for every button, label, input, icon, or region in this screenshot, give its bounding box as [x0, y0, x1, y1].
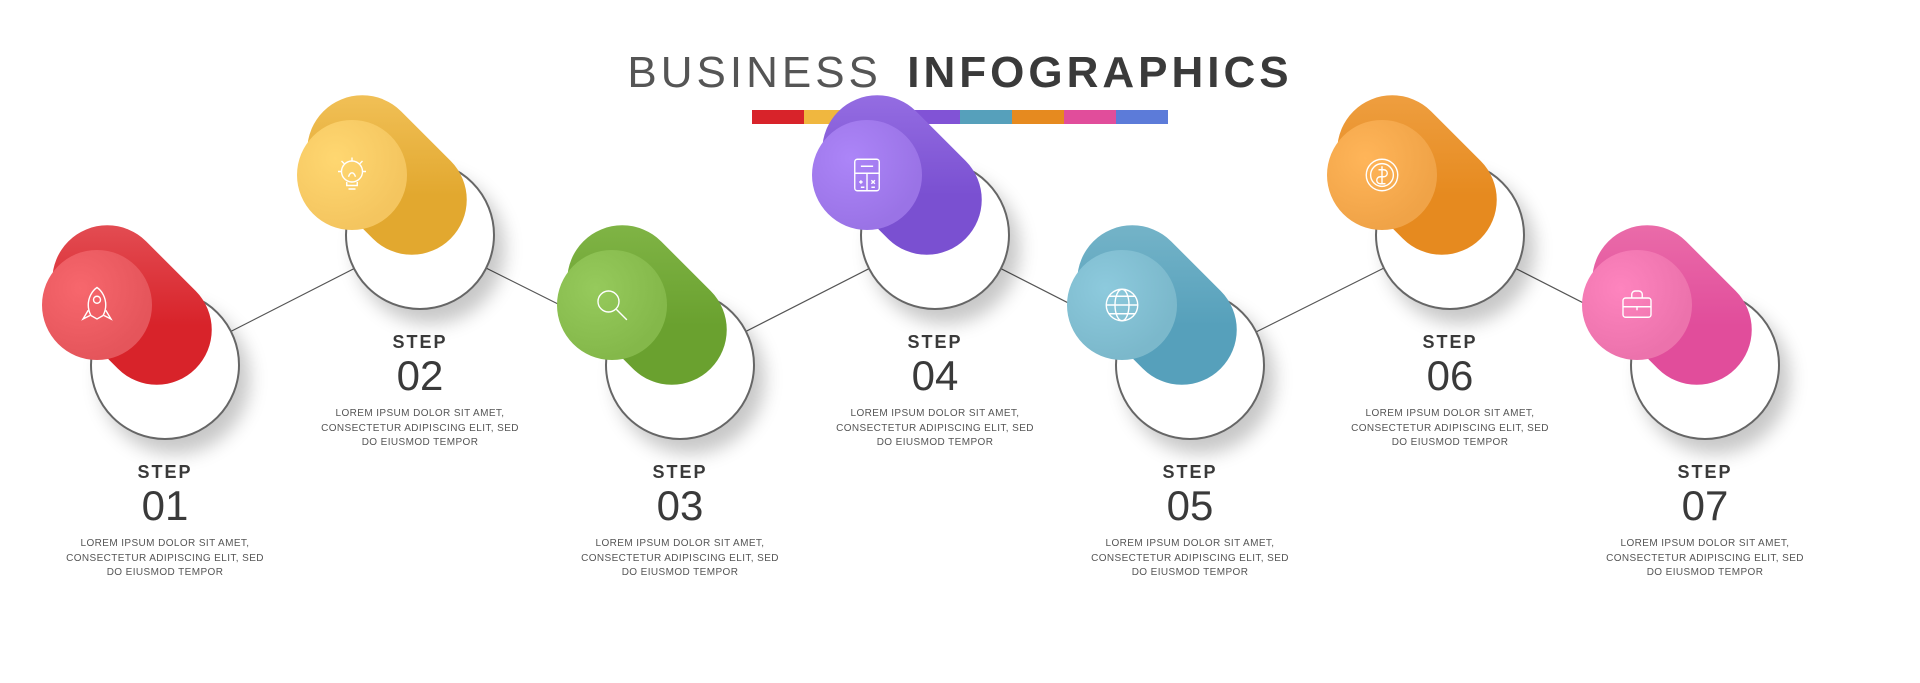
step-description: LOREM IPSUM DOLOR SIT AMET, CONSECTETUR …: [1345, 407, 1555, 451]
calculator-icon: [812, 120, 922, 230]
step-node-05: STEP 05 LOREM IPSUM DOLOR SIT AMET, CONS…: [1085, 290, 1295, 581]
step-number: 04: [830, 355, 1040, 397]
step-ring: [860, 160, 1010, 310]
step-number: 01: [60, 485, 270, 527]
step-description: LOREM IPSUM DOLOR SIT AMET, CONSECTETUR …: [1600, 537, 1810, 581]
step-node-06: STEP 06 LOREM IPSUM DOLOR SIT AMET, CONS…: [1345, 160, 1555, 451]
step-description: LOREM IPSUM DOLOR SIT AMET, CONSECTETUR …: [1085, 537, 1295, 581]
step-node-01: STEP 01 LOREM IPSUM DOLOR SIT AMET, CONS…: [60, 290, 270, 581]
step-label: STEP: [575, 462, 785, 483]
rocket-icon: [42, 250, 152, 360]
globe-icon: [1067, 250, 1177, 360]
step-node-07: STEP 07 LOREM IPSUM DOLOR SIT AMET, CONS…: [1600, 290, 1810, 581]
step-node-03: STEP 03 LOREM IPSUM DOLOR SIT AMET, CONS…: [575, 290, 785, 581]
step-node-04: STEP 04 LOREM IPSUM DOLOR SIT AMET, CONS…: [830, 160, 1040, 451]
step-number: 03: [575, 485, 785, 527]
step-label: STEP: [1085, 462, 1295, 483]
step-label: STEP: [830, 332, 1040, 353]
step-label: STEP: [1600, 462, 1810, 483]
step-description: LOREM IPSUM DOLOR SIT AMET, CONSECTETUR …: [60, 537, 270, 581]
step-description: LOREM IPSUM DOLOR SIT AMET, CONSECTETUR …: [830, 407, 1040, 451]
step-node-02: STEP 02 LOREM IPSUM DOLOR SIT AMET, CONS…: [315, 160, 525, 451]
step-ring: [1115, 290, 1265, 440]
step-label: STEP: [60, 462, 270, 483]
step-ring: [345, 160, 495, 310]
coin-icon: [1327, 120, 1437, 230]
step-label: STEP: [315, 332, 525, 353]
step-description: LOREM IPSUM DOLOR SIT AMET, CONSECTETUR …: [315, 407, 525, 451]
step-number: 02: [315, 355, 525, 397]
step-ring: [1375, 160, 1525, 310]
step-ring: [1630, 290, 1780, 440]
step-label: STEP: [1345, 332, 1555, 353]
briefcase-icon: [1582, 250, 1692, 360]
step-number: 05: [1085, 485, 1295, 527]
bulb-icon: [297, 120, 407, 230]
step-description: LOREM IPSUM DOLOR SIT AMET, CONSECTETUR …: [575, 537, 785, 581]
step-ring: [90, 290, 240, 440]
step-number: 07: [1600, 485, 1810, 527]
step-ring: [605, 290, 755, 440]
magnifier-icon: [557, 250, 667, 360]
step-number: 06: [1345, 355, 1555, 397]
